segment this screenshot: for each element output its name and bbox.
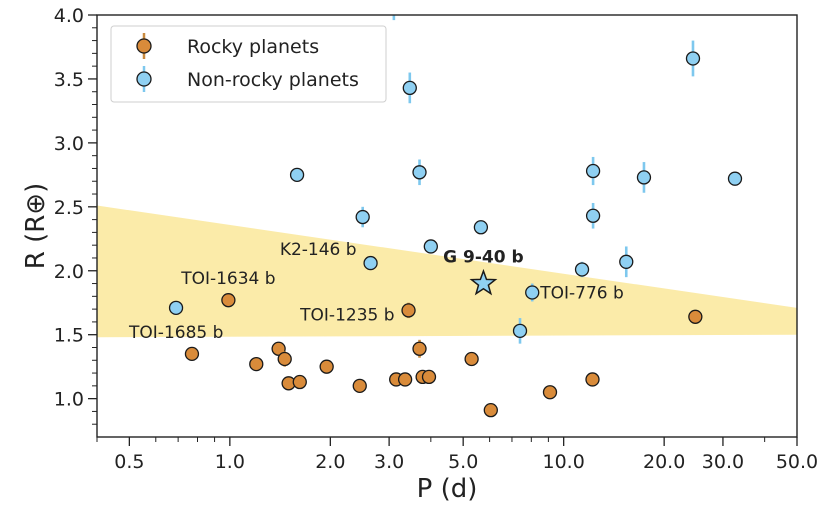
legend-rocky-label: Rocky planets: [187, 36, 319, 58]
legend: Rocky planets Non-rocky planets: [110, 25, 387, 103]
y-tick-label: 1.5: [54, 325, 84, 347]
nonrocky-planet-point: [423, 239, 438, 254]
points-layer: [168, 15, 743, 418]
y-tick-label: 2.0: [54, 261, 84, 283]
rocky-planet-point: [585, 372, 600, 387]
x-tick-label: 1.0: [215, 451, 245, 473]
rocky-planet-point: [688, 309, 703, 324]
x-tick-label: 20.0: [643, 451, 685, 473]
nonrocky-planet-point: [363, 255, 378, 271]
transition-band-layer: [97, 205, 797, 338]
nonrocky-planet-point: [473, 220, 489, 235]
y-axis-title: R (R⊕): [21, 183, 51, 269]
nonrocky-planet-point: [636, 170, 652, 185]
annotation-label: TOI-1235 b: [299, 305, 394, 325]
annotation-layer: TOI-1685 b TOI-1634 bK2-146 b TOI-1235 b TO…: [128, 240, 624, 343]
rocky-planet-point: [401, 303, 416, 318]
rocky-planet-point: [249, 356, 264, 372]
rocky-planet-point: [542, 385, 558, 400]
annotation-label: TOI-776 b: [539, 283, 624, 303]
rocky-planet-point: [483, 402, 498, 418]
nonrocky-planet-point: [585, 208, 601, 223]
rocky-planet-point: [184, 346, 200, 362]
nonrocky-planet-point: [525, 285, 540, 300]
nonrocky-planet-point: [402, 80, 417, 96]
legend-nonrocky-marker: [136, 71, 152, 87]
legend-box: [110, 25, 387, 103]
x-tick-label: 3.0: [374, 451, 404, 473]
nonrocky-planet-point: [412, 165, 427, 180]
x-tick-label: 0.5: [114, 451, 144, 473]
highlight-star-marker: [469, 268, 498, 296]
nonrocky-planet-point: [585, 163, 601, 179]
x-tick-label: 30.0: [702, 451, 744, 473]
radius-valley-band: [97, 205, 797, 338]
x-tick-label: 50.0: [776, 451, 818, 473]
rocky-planet-point: [319, 359, 334, 374]
y-tick-label: 3.5: [54, 69, 84, 91]
axes-layer: 0.5 1.0 2.0 3.0 5.0 10.0 20.0 30.0 50.0 1.0 1.5 2.0…: [54, 5, 818, 473]
rocky-planet-point: [464, 351, 479, 367]
nonrocky-planet-point: [619, 254, 634, 269]
annotation-label: TOI-1685 b: [128, 323, 223, 343]
annotation-label: K2-146 b: [280, 240, 357, 260]
nonrocky-planet-point: [512, 323, 528, 339]
rocky-planet-point: [397, 372, 413, 387]
rocky-planet-point: [292, 374, 307, 390]
x-axis-title: P (d): [417, 474, 478, 504]
rocky-planet-point: [221, 293, 236, 308]
y-tick-label: 1.0: [54, 389, 84, 411]
nonrocky-planet-point: [168, 300, 184, 315]
nonrocky-planet-point: [727, 171, 743, 186]
y-tick-label: 3.0: [54, 133, 84, 155]
x-tick-label: 2.0: [315, 451, 345, 473]
y-tick-label: 4.0: [54, 5, 84, 27]
rocky-planet-point: [412, 341, 427, 356]
rocky-planet-point: [277, 351, 292, 367]
annotation-label: TOI-1634 b: [180, 269, 275, 289]
x-tick-label: 5.0: [448, 451, 478, 473]
nonrocky-planet-point: [289, 167, 305, 182]
rocky-planet-point: [421, 369, 437, 385]
nonrocky-planet-point: [355, 209, 370, 225]
annotation-label: G 9-40 b: [443, 248, 524, 268]
legend-nonrocky-label: Non-rocky planets: [187, 69, 359, 91]
legend-rocky-marker: [136, 38, 152, 54]
nonrocky-planet-point: [574, 262, 590, 277]
nonrocky-planet-point: [685, 51, 701, 66]
x-tick-label: 10.0: [543, 451, 585, 473]
plot-frame: [96, 14, 798, 438]
y-tick-label: 2.5: [54, 197, 84, 219]
rocky-planet-point: [352, 378, 367, 393]
